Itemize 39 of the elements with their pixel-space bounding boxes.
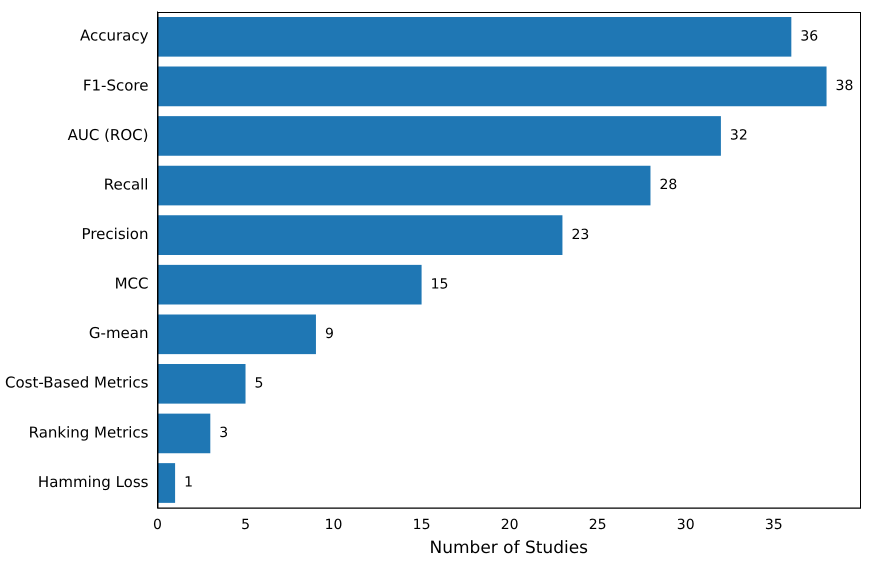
x-tick-label: 25 <box>588 516 607 533</box>
data-label: 36 <box>800 28 818 44</box>
y-tick-label: Recall <box>104 175 148 194</box>
y-tick-label: Cost-Based Metrics <box>4 374 149 392</box>
x-tick-label: 20 <box>500 516 519 533</box>
data-label: 9 <box>324 326 334 342</box>
x-axis-title: Number of Studies <box>429 538 588 558</box>
y-tick-label: G-mean <box>88 324 148 342</box>
data-label: 15 <box>430 276 448 292</box>
data-label: 5 <box>254 375 264 392</box>
bar <box>157 314 316 354</box>
data-label: 23 <box>571 226 590 243</box>
x-tick-label: 30 <box>676 516 695 533</box>
x-tick-label: 15 <box>412 516 431 533</box>
bar <box>157 463 176 503</box>
y-tick-label: Accuracy <box>80 26 149 45</box>
data-label: 32 <box>730 128 748 144</box>
y-tick-label: F1-Score <box>82 76 148 94</box>
x-tick-label: 5 <box>241 516 250 533</box>
bar <box>157 264 422 305</box>
y-tick-label: Precision <box>82 225 148 243</box>
bar <box>157 414 210 454</box>
y-tick-label: AUC (ROC) <box>68 126 148 144</box>
bar <box>157 16 792 57</box>
data-label: 3 <box>219 425 228 442</box>
bar <box>157 116 721 156</box>
bar <box>157 364 246 404</box>
y-tick-label: Ranking Metrics <box>28 423 149 442</box>
data-label: 28 <box>659 177 678 194</box>
bar <box>157 166 650 206</box>
data-label: 1 <box>184 474 194 491</box>
y-tick-label: Hamming Loss <box>38 472 149 491</box>
bar <box>157 66 827 106</box>
x-tick-label: 35 <box>764 516 783 533</box>
y-tick-label: MCC <box>114 274 148 293</box>
x-tick-label: 0 <box>153 516 162 533</box>
x-tick-label: 10 <box>324 516 342 533</box>
data-label: 38 <box>836 78 854 94</box>
bar <box>157 215 562 255</box>
